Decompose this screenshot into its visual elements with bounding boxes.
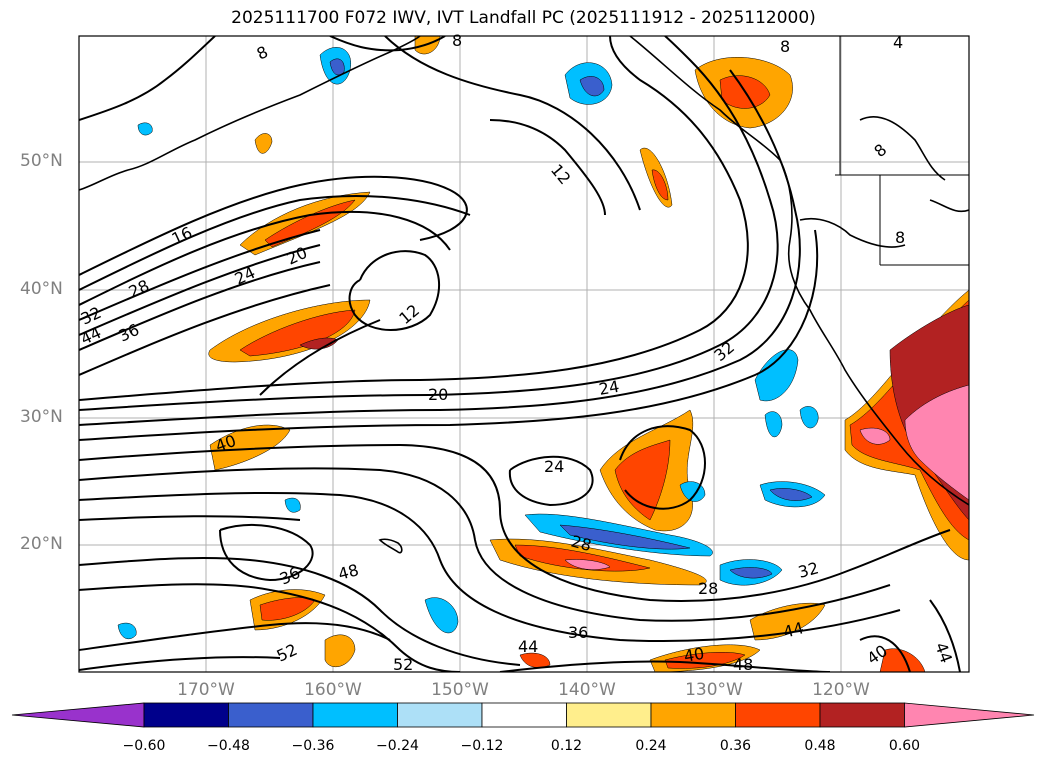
contour-label: 28: [569, 532, 594, 556]
colorbar-tick: 0.60: [888, 738, 921, 754]
colorbar-tick: 0.24: [635, 738, 667, 754]
colorbar-tick: −0.24: [376, 738, 419, 754]
lon-label-160w: 160°W: [304, 680, 362, 700]
contour-label: 36: [568, 623, 588, 642]
colorbar-swatch-3: [312, 702, 398, 728]
colorbar-swatch-1: [143, 702, 229, 728]
colorbar-tick: −0.48: [207, 738, 250, 754]
lon-label-140w: 140°W: [558, 680, 616, 700]
contour-label: 48: [733, 655, 753, 674]
colorbar-swatch-5: [481, 702, 567, 728]
colorbar: [11, 702, 1035, 728]
colorbar-tick: 0.12: [550, 738, 583, 754]
lon-label-150w: 150°W: [431, 680, 489, 700]
contour-label: 52: [393, 655, 413, 674]
contour-label: 8: [452, 31, 462, 50]
contour-label: 20: [428, 385, 448, 404]
contour-label: 8: [780, 37, 790, 56]
colorbar-swatch-2: [228, 702, 314, 728]
lat-label-30n: 30°N: [20, 407, 63, 427]
contour-label: 24: [544, 457, 564, 476]
negative-pc-fills: [117, 47, 826, 640]
colorbar-swatch-9: [819, 702, 905, 728]
lon-label-130w: 130°W: [685, 680, 743, 700]
colorbar-swatch-7: [650, 702, 736, 728]
political-borders: [835, 36, 969, 266]
contour-label: 40: [682, 644, 705, 666]
lat-label-50n: 50°N: [20, 151, 63, 171]
colorbar-swatch-4: [397, 702, 483, 728]
map-frame: [78, 35, 970, 673]
contour-label: 4: [893, 33, 903, 52]
colorbar-tick: 0.48: [804, 738, 836, 754]
lon-label-170w: 170°W: [177, 680, 235, 700]
map-title: 2025111700 F072 IWV, IVT Landfall PC (20…: [231, 8, 816, 28]
contour-label: 28: [698, 579, 718, 598]
colorbar-tick: 0.36: [719, 738, 752, 754]
contour-label: 32: [796, 558, 821, 582]
contour-label: 8: [895, 228, 905, 247]
colorbar-swatch-0: [11, 702, 145, 728]
contour-label: 44: [518, 637, 538, 656]
colorbar-swatch-10: [904, 702, 1035, 728]
colorbar-swatch-8: [735, 702, 821, 728]
contour-label: 44: [781, 618, 806, 642]
iwv-contours: [79, 36, 961, 672]
coastlines: [79, 36, 969, 554]
contour-label: 48: [336, 560, 361, 584]
colorbar-tick: −0.60: [122, 738, 166, 754]
positive-pc-fills: [208, 36, 969, 672]
lat-label-40n: 40°N: [20, 279, 63, 299]
contour-label: 24: [597, 377, 620, 399]
colorbar-swatch-6: [566, 702, 652, 728]
colorbar-tick: −0.12: [460, 738, 504, 754]
colorbar-tick: −0.36: [291, 738, 335, 754]
lon-label-120w: 120°W: [812, 680, 870, 700]
lat-label-20n: 20°N: [20, 534, 63, 554]
